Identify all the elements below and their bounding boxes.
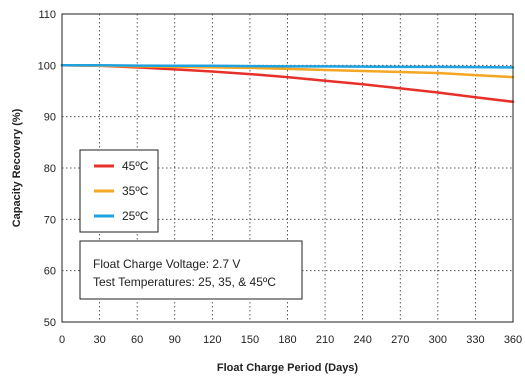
y-tick-labels: 50 60 70 80 90 100 110 <box>38 9 56 329</box>
x-tick-label: 210 <box>316 334 334 346</box>
x-tick-label: 240 <box>353 334 371 346</box>
x-tick-label: 300 <box>429 334 447 346</box>
legend-box <box>79 149 159 233</box>
series-lines <box>60 64 515 104</box>
x-tick-label: 180 <box>278 334 296 346</box>
x-axis-title: Float Charge Period (Days) <box>217 362 359 374</box>
y-tick-label: 100 <box>38 60 56 72</box>
y-tick-label: 80 <box>44 163 56 175</box>
x-tick-label: 30 <box>93 334 105 346</box>
legend-label: 35ºC <box>122 184 149 198</box>
x-tick-label: 330 <box>466 334 484 346</box>
y-tick-label: 70 <box>44 214 56 226</box>
annotation-line-temperatures: Test Temperatures: 25, 35, & 45ºC <box>93 275 276 289</box>
x-tick-label: 150 <box>241 334 259 346</box>
x-tick-label: 360 <box>504 334 522 346</box>
x-tick-label: 60 <box>131 334 143 346</box>
annotation-box: Float Charge Voltage: 2.7 V Test Tempera… <box>79 240 303 300</box>
x-tick-label: 0 <box>59 334 65 346</box>
series-line <box>60 64 515 69</box>
annotation-frame <box>79 240 303 300</box>
y-axis-title: Capacity Recovery (%) <box>11 108 23 227</box>
x-tick-labels: 0 30 60 90 120 150 180 210 240 270 300 330 360 <box>59 334 522 346</box>
x-tick-label: 90 <box>169 334 181 346</box>
legend-label: 25ºC <box>122 209 149 223</box>
y-tick-label: 110 <box>38 9 56 21</box>
legend: 45ºC 35ºC 25ºC <box>79 149 159 233</box>
legend-label: 45ºC <box>122 159 149 173</box>
y-tick-label: 60 <box>44 266 56 278</box>
plot-frame <box>61 13 514 323</box>
annotation-line-voltage: Float Charge Voltage: 2.7 V <box>93 257 240 271</box>
x-tick-label: 120 <box>203 334 221 346</box>
y-tick-label: 90 <box>44 112 56 124</box>
x-tick-label: 270 <box>391 334 409 346</box>
y-tick-label: 50 <box>44 317 56 329</box>
